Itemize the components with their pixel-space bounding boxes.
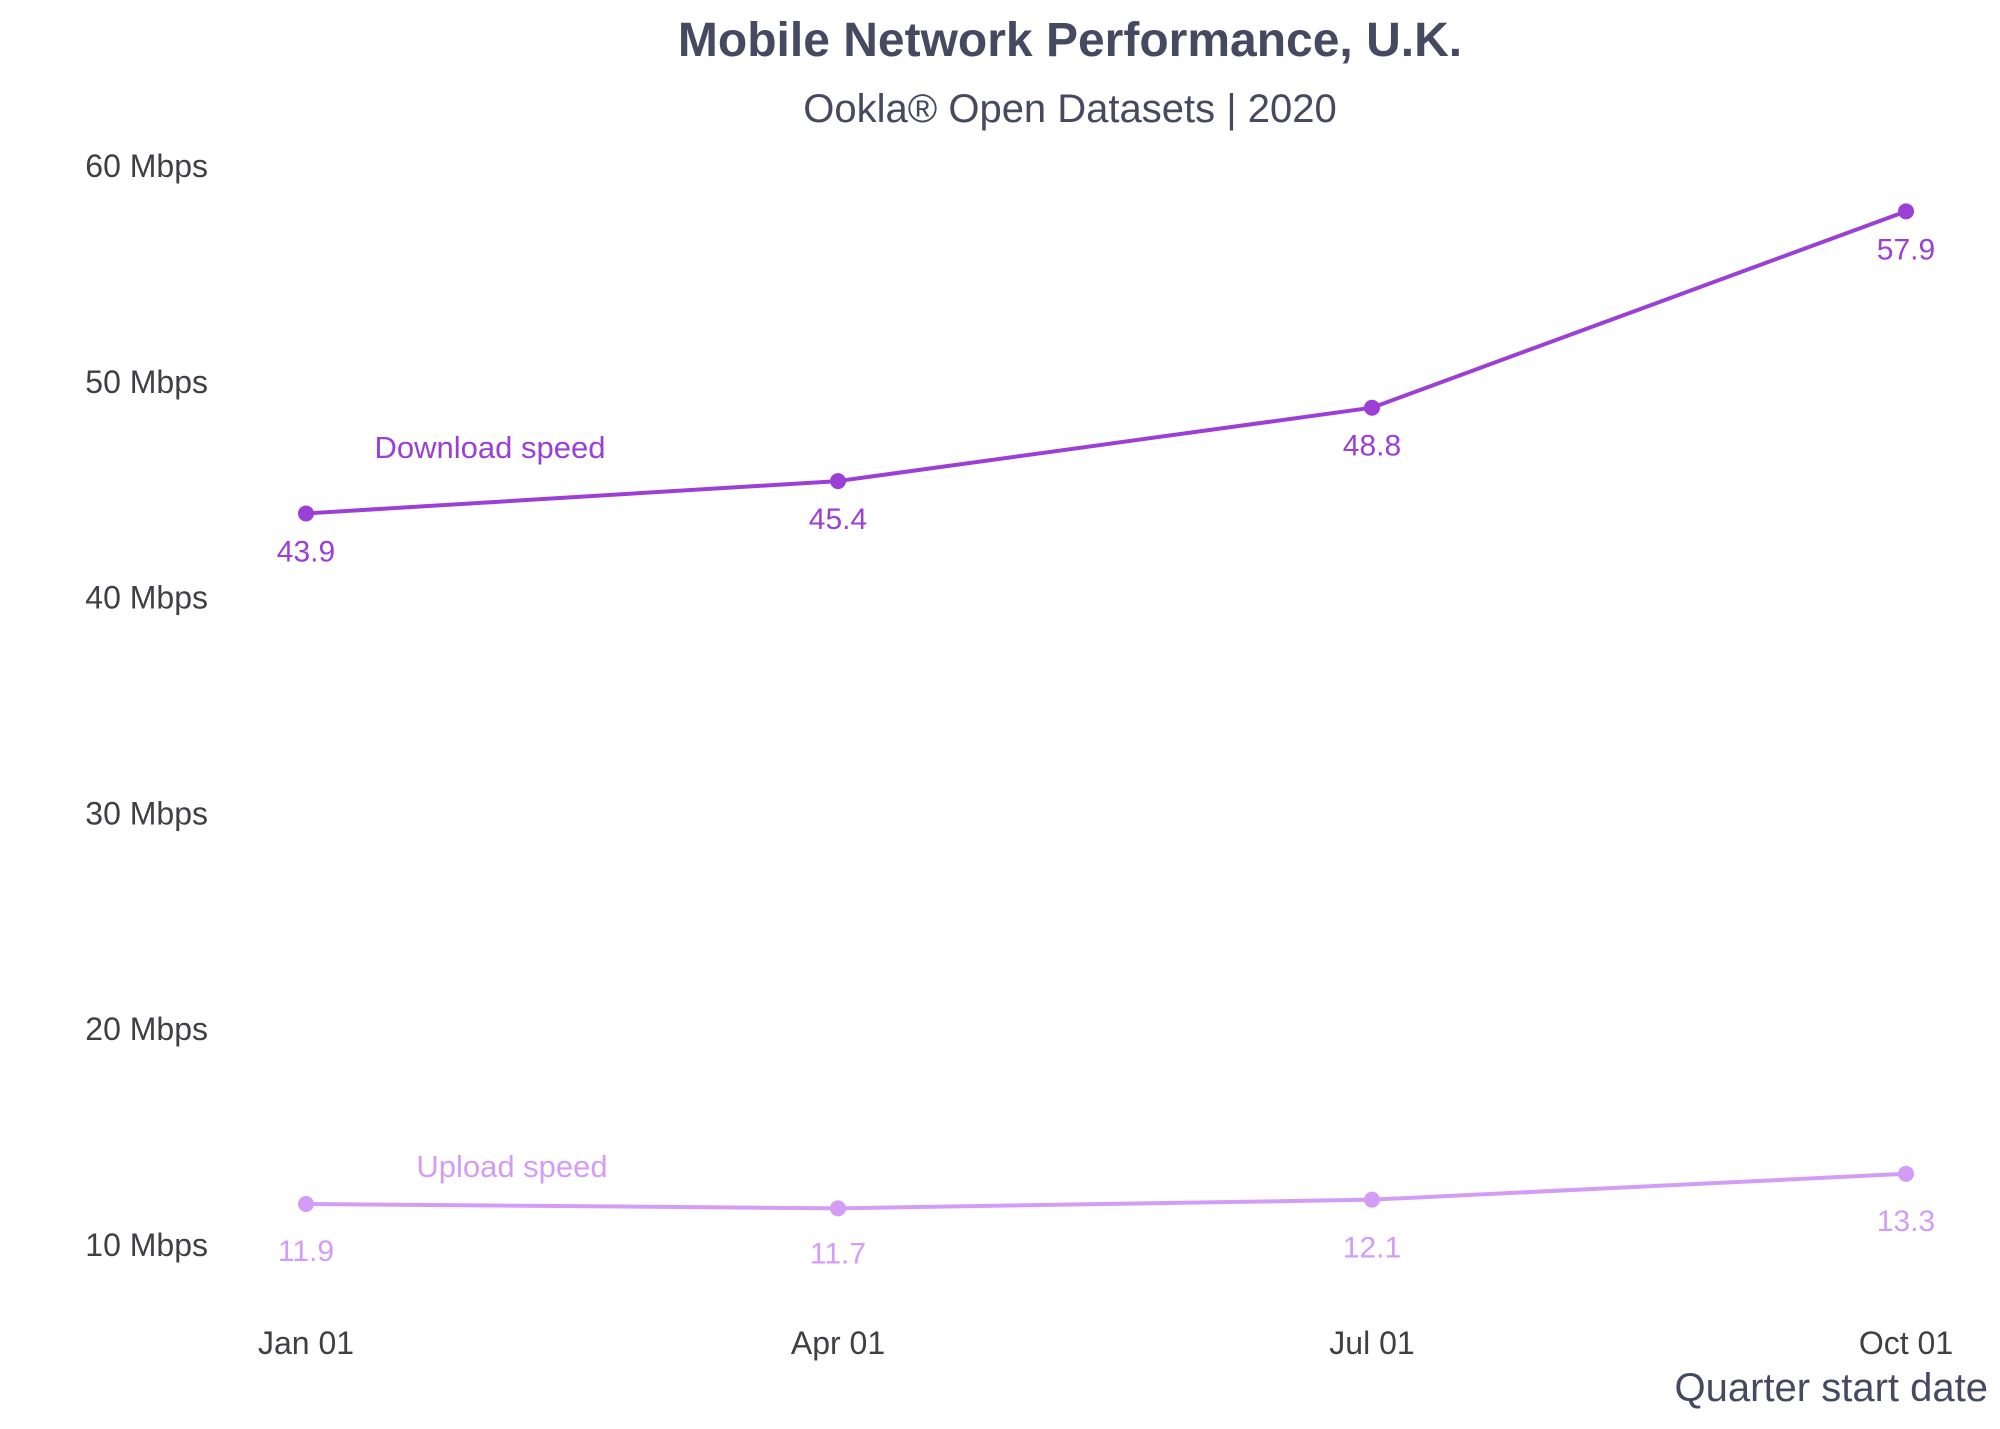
series-upload: 11.9 11.7 12.1 13.3 Upload speed <box>278 1149 1935 1270</box>
data-point-upload <box>1364 1191 1380 1208</box>
data-point-upload <box>1898 1165 1914 1182</box>
y-axis: 10 Mbps 20 Mbps 30 Mbps 40 Mbps 50 Mbps 60 Mb… <box>85 148 208 1263</box>
data-label-upload: 13.3 <box>1877 1205 1935 1238</box>
series-name-download: Download speed <box>375 430 606 465</box>
data-point-download <box>298 505 314 522</box>
data-point-download <box>1898 203 1914 220</box>
data-label-download: 57.9 <box>1877 233 1935 266</box>
data-point-upload <box>830 1200 846 1217</box>
series-line-download <box>305 209 1907 516</box>
x-tick-label: Jan 01 <box>258 1325 354 1361</box>
y-tick-label: 30 Mbps <box>85 795 208 831</box>
y-tick-label: 20 Mbps <box>85 1011 208 1047</box>
chart-title: Mobile Network Performance, U.K. <box>678 14 1462 67</box>
data-label-upload: 11.7 <box>810 1237 866 1270</box>
x-axis: Jan 01 Apr 01 Jul 01 Oct 01 <box>258 1325 1953 1361</box>
y-tick-label: 10 Mbps <box>85 1227 208 1263</box>
x-tick-label: Oct 01 <box>1859 1325 1953 1361</box>
data-label-download: 43.9 <box>277 535 335 568</box>
x-axis-title: Quarter start date <box>1675 1366 1988 1410</box>
data-label-download: 45.4 <box>809 503 867 536</box>
x-tick-label: Apr 01 <box>791 1325 885 1361</box>
plot-area: 43.9 45.4 48.8 57.9 Download speed 11.9 11.7 12… <box>277 203 1935 1270</box>
chart-subtitle: Ookla® Open Datasets | 2020 <box>803 87 1337 131</box>
data-label-upload: 11.9 <box>278 1235 334 1268</box>
series-download: 43.9 45.4 48.8 57.9 Download speed <box>277 203 1935 568</box>
y-tick-label: 60 Mbps <box>85 148 208 184</box>
x-tick-label: Jul 01 <box>1329 1325 1414 1361</box>
data-point-download <box>1364 399 1380 416</box>
series-name-upload: Upload speed <box>416 1149 607 1184</box>
series-line-upload <box>305 1171 1907 1211</box>
y-tick-label: 40 Mbps <box>85 580 208 616</box>
y-tick-label: 50 Mbps <box>85 364 208 400</box>
data-label-upload: 12.1 <box>1343 1232 1401 1265</box>
data-label-download: 48.8 <box>1343 430 1401 463</box>
data-point-download <box>830 473 846 490</box>
data-point-upload <box>298 1195 314 1212</box>
